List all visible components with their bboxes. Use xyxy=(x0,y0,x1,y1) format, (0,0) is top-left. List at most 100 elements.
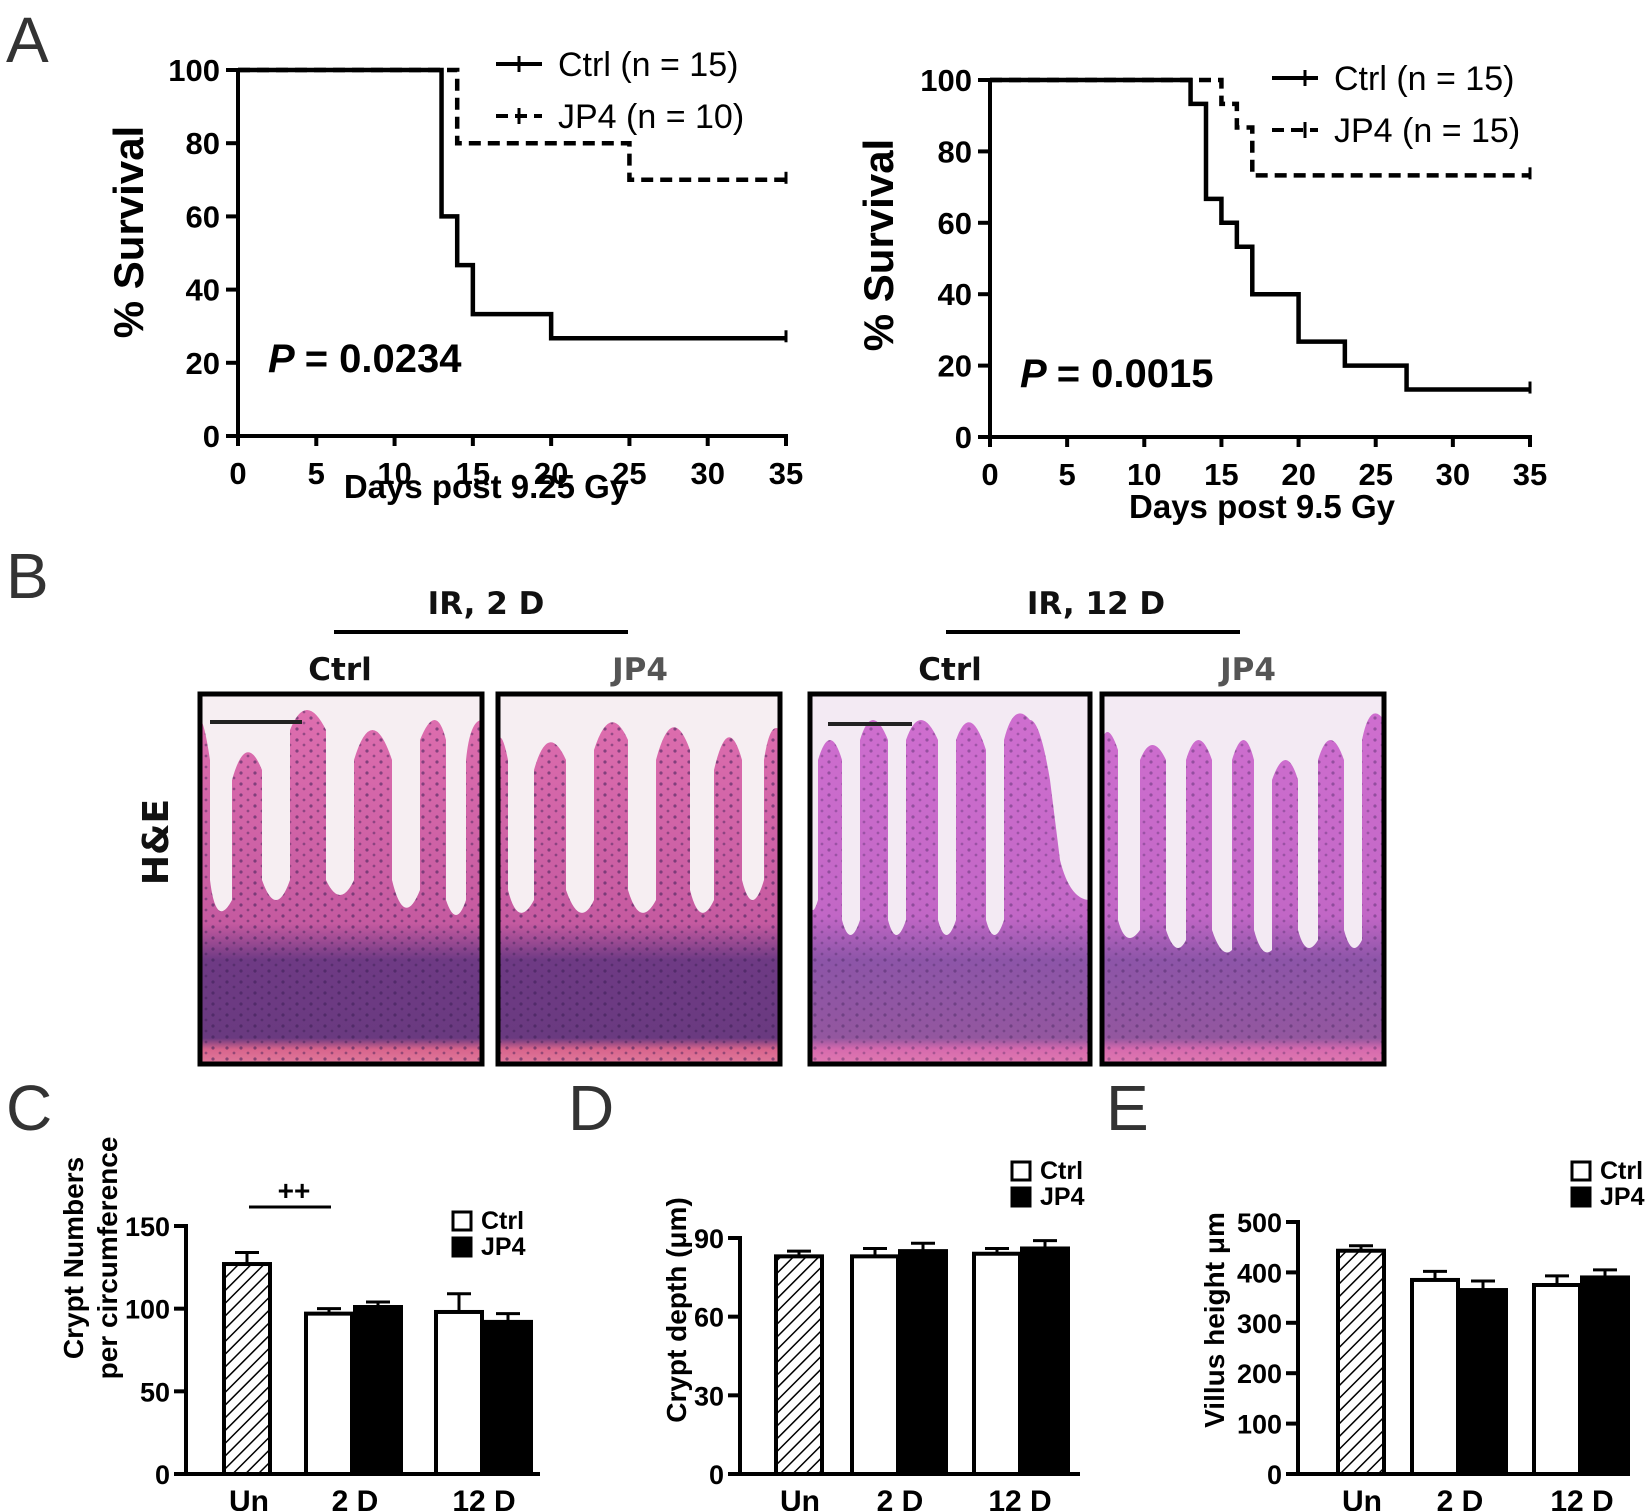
x-tick-label: 12 D xyxy=(452,1485,515,1511)
y-tick-label: 100 xyxy=(920,63,972,98)
he-image-2d-jp4 xyxy=(495,691,783,1067)
x-tick-label: 10 xyxy=(377,456,411,491)
lumen-spaces xyxy=(810,694,1090,935)
y-tick-label: 30 xyxy=(694,1381,724,1411)
legend-swatch-jp4 xyxy=(1570,1186,1592,1208)
x-tick-label: 35 xyxy=(769,456,803,491)
y-axis-label: Crypt depth (μm) xyxy=(661,1197,692,1423)
survival-chart-9-25gy: 0 20 40 60 80 100 0 5 10 15 20 25 30 35 Days post 9.2… xyxy=(105,46,803,505)
x-tick-label: 12 D xyxy=(988,1485,1051,1511)
legend-label-ctrl: Ctrl xyxy=(481,1207,524,1235)
y-tick-label: 500 xyxy=(1237,1208,1282,1238)
legend-label-jp4: JP4 (n = 10) xyxy=(558,98,744,136)
bar-ctrl-2d xyxy=(1410,1277,1460,1476)
lumen-spaces xyxy=(1102,694,1384,953)
y-tick-label: 200 xyxy=(1237,1359,1282,1389)
legend-label-jp4: JP4 xyxy=(481,1233,526,1261)
legend-swatch-jp4 xyxy=(1010,1186,1032,1208)
bar-jp4-12d xyxy=(483,1319,533,1476)
significance-marker: ++ xyxy=(249,1175,331,1209)
ctrl-survival-curve xyxy=(990,77,1530,392)
he-image-12d-ctrl xyxy=(807,691,1093,1067)
y-axis-label-line2: per circumference xyxy=(92,1137,123,1380)
x-tick-label: 30 xyxy=(690,456,724,491)
x-tick-label: 0 xyxy=(981,457,998,492)
y-tick-label: 400 xyxy=(1237,1258,1282,1288)
crypt-depth-bar-chart: 0 30 60 90 Un 2 D 12 D Crypt depth (μm) CtrlJP… xyxy=(661,1157,1085,1511)
survival-chart-9-5gy: 0 20 40 60 80 100 0 5 10 15 20 25 30 35 Days post 9.5… xyxy=(855,60,1547,525)
legend-label-ctrl: Ctrl xyxy=(1040,1157,1083,1185)
column-label-ctrl: Ctrl xyxy=(308,652,371,688)
bar-ctrl-2d xyxy=(304,1311,354,1477)
x-tick-label: 0 xyxy=(229,456,246,491)
y-tick-label: 40 xyxy=(938,277,972,312)
y-tick-label: 60 xyxy=(694,1303,724,1333)
x-tick-label: Un xyxy=(229,1485,269,1511)
bar-untreated xyxy=(774,1254,824,1477)
legend-label-ctrl: Ctrl (n = 15) xyxy=(1334,60,1514,98)
x-tick-label: 5 xyxy=(1059,457,1076,492)
y-axis-label-line1: Crypt Numbers xyxy=(58,1157,89,1359)
panel-letter-c: C xyxy=(6,1072,52,1144)
y-tick-label: 300 xyxy=(1237,1309,1282,1339)
legend-label-ctrl: Ctrl (n = 15) xyxy=(558,46,738,84)
p-label: P xyxy=(268,337,295,381)
panel-letter-b: B xyxy=(6,540,49,612)
p-value-annotation: P = 0.0234 xyxy=(268,337,462,381)
y-tick-label: 20 xyxy=(938,349,972,384)
y-tick-label: 90 xyxy=(694,1224,724,1254)
legend-label-jp4: JP4 xyxy=(1040,1183,1085,1211)
y-tick-label: 150 xyxy=(125,1212,170,1242)
y-axis-label: % Survival xyxy=(855,139,902,351)
y-tick-label: 80 xyxy=(186,126,220,161)
group-title: IR, 12 D xyxy=(1027,586,1165,622)
y-tick-label: 60 xyxy=(186,199,220,234)
bar-ctrl-2d xyxy=(850,1254,900,1477)
lumen-spaces xyxy=(200,694,482,915)
x-axis-label: Days post 9.5 Gy xyxy=(1129,488,1396,525)
legend-swatch-ctrl xyxy=(451,1210,473,1232)
y-tick-label: 100 xyxy=(168,53,220,88)
bar-ctrl-12d xyxy=(1532,1283,1582,1476)
bar-jp4-12d xyxy=(1020,1246,1070,1476)
y-tick-label: 20 xyxy=(186,346,220,381)
legend-swatch-ctrl xyxy=(1010,1160,1032,1182)
y-tick-label: 0 xyxy=(155,1460,170,1490)
group-title: IR, 2 D xyxy=(428,586,545,622)
column-label-jp4: JP4 xyxy=(610,652,668,688)
p-label: P xyxy=(1020,352,1047,396)
y-tick-label: 0 xyxy=(203,419,220,454)
x-tick-label: 2 D xyxy=(332,1485,379,1511)
x-tick-label: 12 D xyxy=(1550,1485,1613,1511)
y-tick-label: 50 xyxy=(140,1377,170,1407)
y-tick-label: 100 xyxy=(125,1295,170,1325)
column-label-jp4: JP4 xyxy=(1218,652,1276,688)
bar-untreated xyxy=(222,1262,272,1476)
x-tick-label: 15 xyxy=(456,456,490,491)
legend: Ctrl (n = 15) JP4 (n = 15) xyxy=(1272,60,1520,150)
lumen-spaces xyxy=(498,694,780,913)
y-tick-label: 0 xyxy=(709,1460,724,1490)
legend-swatch-jp4 xyxy=(451,1236,473,1258)
legend-label-jp4: JP4 (n = 15) xyxy=(1334,112,1520,150)
stain-label: H&E xyxy=(136,799,177,885)
legend: Ctrl (n = 15) JP4 (n = 10) xyxy=(496,46,744,136)
panel-letter-a: A xyxy=(6,4,49,76)
histology-panel: H&E IR, 2 D Ctrl JP4 xyxy=(136,586,1387,1067)
legend-label-ctrl: Ctrl xyxy=(1600,1157,1643,1185)
y-tick-label: 60 xyxy=(938,206,972,241)
bar-ctrl-12d xyxy=(434,1309,484,1477)
bar-jp4-12d xyxy=(1580,1275,1630,1476)
x-tick-label: 5 xyxy=(308,456,325,491)
y-axis-label: % Survival xyxy=(105,126,152,338)
x-tick-label: 30 xyxy=(1436,457,1470,492)
panel-letter-d: D xyxy=(568,1072,614,1144)
x-tick-label: 25 xyxy=(1358,457,1392,492)
x-tick-label: 10 xyxy=(1127,457,1161,492)
bar-jp4-2d xyxy=(1458,1288,1508,1477)
p-value-annotation: P = 0.0015 xyxy=(1020,352,1214,396)
he-image-12d-jp4 xyxy=(1099,691,1387,1067)
